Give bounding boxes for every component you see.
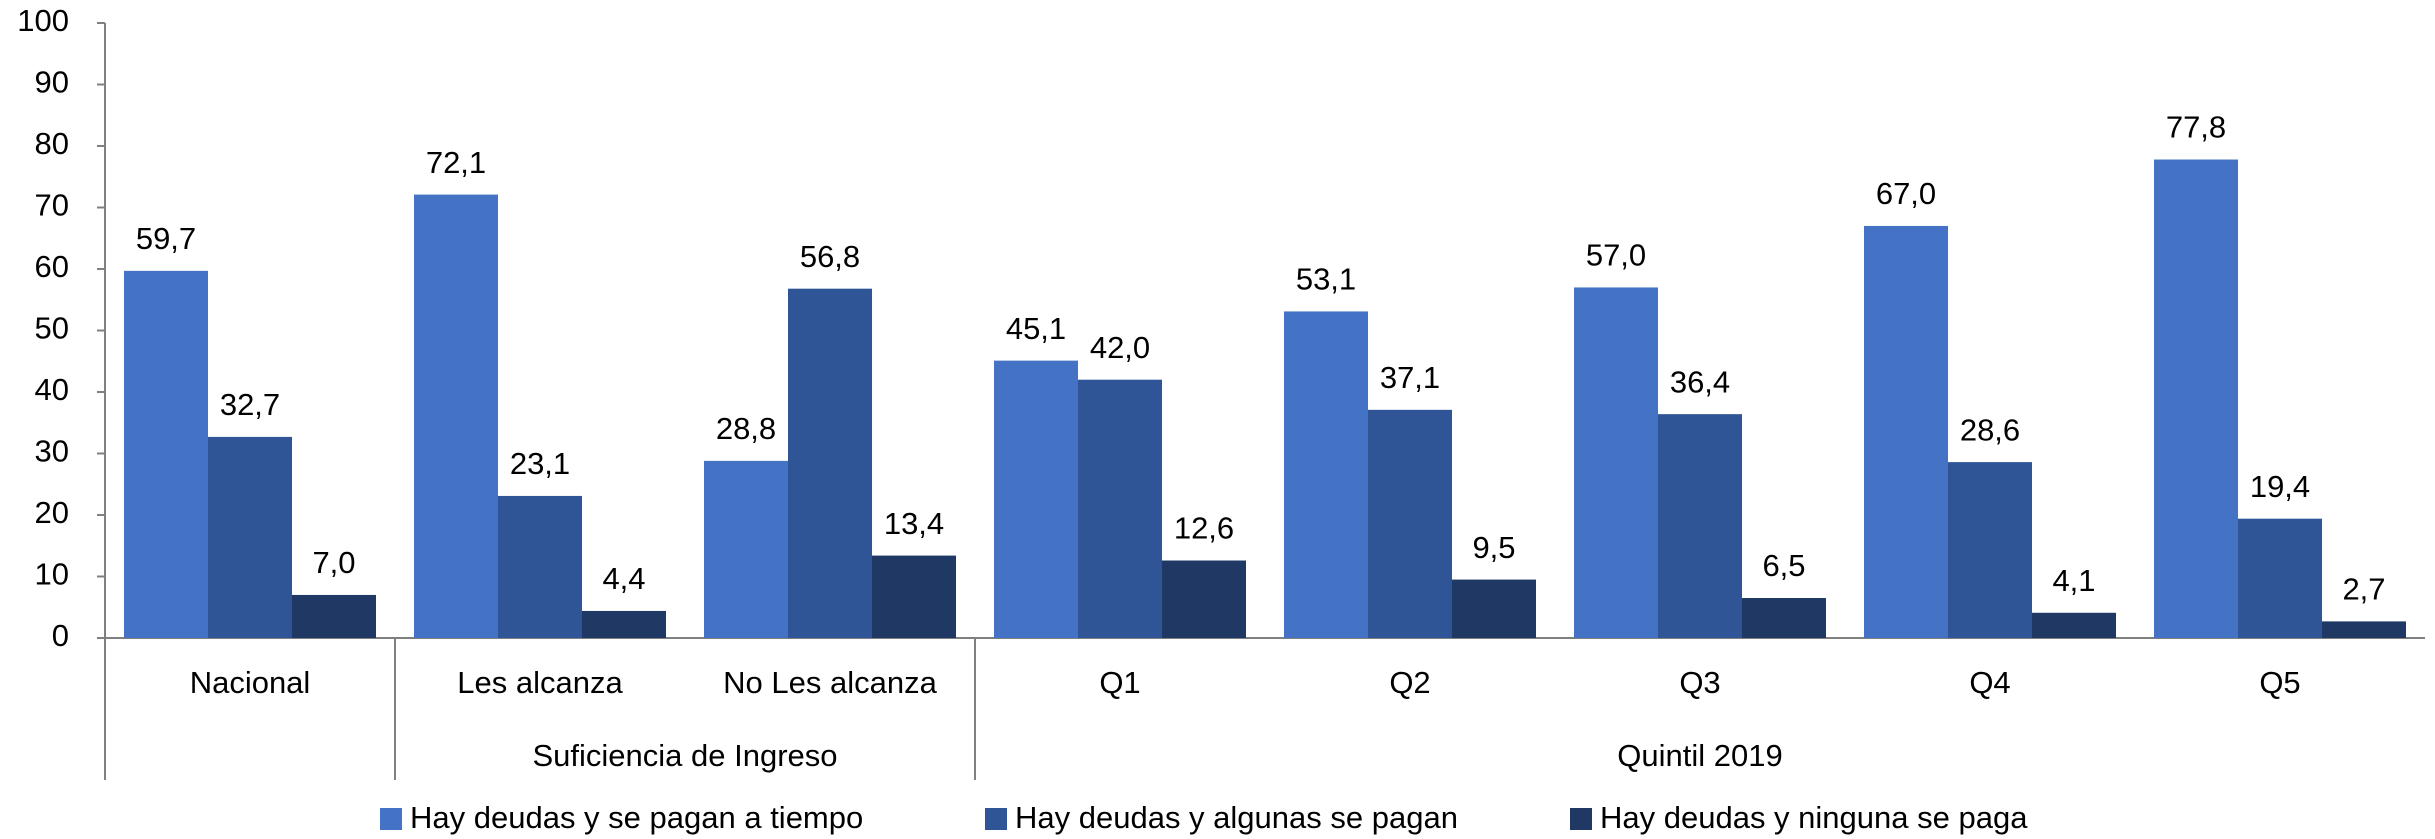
y-tick-label: 60 [35,249,69,284]
x-tick-label: Q1 [1099,665,1140,700]
x-tick-label: Q4 [1969,665,2010,700]
x-tick-label: Q2 [1389,665,1430,700]
legend-label: Hay deudas y ninguna se paga [1600,800,2028,835]
value-label: 6,5 [1762,548,1805,583]
value-label: 77,8 [2166,110,2226,145]
bar [1742,598,1826,638]
y-tick-label: 40 [35,372,69,407]
value-label: 4,4 [602,561,645,596]
legend-swatch [1570,808,1592,830]
bar [704,460,788,638]
value-label: 9,5 [1472,530,1515,565]
bar [1284,311,1368,638]
value-label: 56,8 [800,239,860,274]
value-label: 19,4 [2250,469,2310,504]
bar [2154,159,2238,638]
bar [582,610,666,638]
bar [1658,414,1742,638]
value-label: 28,6 [1960,412,2020,447]
bar [1864,225,1948,638]
value-label: 45,1 [1006,311,1066,346]
value-label: 7,0 [312,545,355,580]
x-tick-label: Q5 [2259,665,2300,700]
value-label: 13,4 [884,506,944,541]
y-tick-label: 70 [35,188,69,223]
y-tick-label: 0 [52,618,69,653]
y-tick-label: 90 [35,65,69,100]
bar [1368,409,1452,638]
bar [1078,379,1162,638]
value-label: 32,7 [220,387,280,422]
x-tick-label: Q3 [1679,665,1720,700]
bar [1948,462,2032,638]
value-label: 36,4 [1670,364,1730,399]
value-label: 37,1 [1380,360,1440,395]
bar [2322,621,2406,638]
value-label: 42,0 [1090,330,1150,365]
value-label: 12,6 [1174,511,1234,546]
value-label: 28,8 [716,411,776,446]
legend-swatch [380,808,402,830]
bar [292,594,376,638]
bar [124,270,208,638]
y-tick-label: 50 [35,311,69,346]
value-label: 67,0 [1876,176,1936,211]
y-tick-label: 10 [35,557,69,592]
y-tick-label: 20 [35,495,69,530]
legend-label: Hay deudas y se pagan a tiempo [410,800,863,835]
bar [414,194,498,638]
bar [208,436,292,638]
legend-swatch [985,808,1007,830]
bar [2032,612,2116,638]
bar [788,288,872,638]
bar [994,360,1078,638]
y-tick-label: 30 [35,434,69,469]
x-tick-label: Nacional [190,665,311,700]
bar [1574,287,1658,638]
y-tick-label: 100 [17,3,69,38]
bar [1162,560,1246,638]
bar [1452,579,1536,638]
value-label: 57,0 [1586,238,1646,273]
value-label: 23,1 [510,446,570,481]
x-tick-label: Les alcanza [457,665,623,700]
legend-label: Hay deudas y algunas se pagan [1015,800,1458,835]
bar [498,495,582,638]
value-label: 53,1 [1296,262,1356,297]
x-tick-label: No Les alcanza [723,665,937,700]
y-tick-label: 80 [35,126,69,161]
value-label: 2,7 [2342,572,2385,607]
group-label: Suficiencia de Ingreso [532,738,837,773]
value-label: 72,1 [426,145,486,180]
value-label: 59,7 [136,221,196,256]
bar [872,555,956,638]
bar [2238,518,2322,638]
group-label: Quintil 2019 [1617,738,1782,773]
value-label: 4,1 [2052,563,2095,598]
